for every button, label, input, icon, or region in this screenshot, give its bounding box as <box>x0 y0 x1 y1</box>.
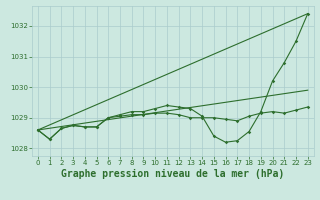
X-axis label: Graphe pression niveau de la mer (hPa): Graphe pression niveau de la mer (hPa) <box>61 169 284 179</box>
